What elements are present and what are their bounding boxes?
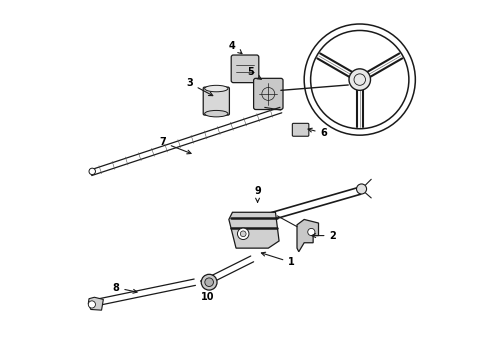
FancyBboxPatch shape [293, 123, 309, 136]
Circle shape [201, 274, 217, 290]
Circle shape [349, 69, 370, 90]
Ellipse shape [205, 111, 228, 117]
Polygon shape [88, 297, 103, 310]
Polygon shape [297, 220, 318, 252]
FancyBboxPatch shape [254, 78, 283, 109]
Text: 6: 6 [308, 128, 327, 138]
Polygon shape [229, 212, 279, 248]
Circle shape [205, 278, 214, 287]
Text: 2: 2 [312, 231, 336, 240]
Text: 3: 3 [186, 78, 213, 96]
Text: 5: 5 [247, 67, 261, 79]
Text: 9: 9 [254, 186, 261, 202]
Circle shape [308, 228, 315, 235]
FancyBboxPatch shape [231, 55, 259, 83]
Ellipse shape [205, 85, 228, 92]
Circle shape [88, 301, 96, 308]
Circle shape [240, 231, 246, 237]
Text: 8: 8 [113, 283, 137, 293]
Circle shape [89, 168, 96, 175]
FancyBboxPatch shape [203, 87, 229, 115]
Circle shape [238, 228, 249, 239]
Text: 7: 7 [159, 138, 191, 154]
Text: 4: 4 [229, 41, 242, 54]
Text: 1: 1 [261, 252, 295, 267]
Text: 10: 10 [200, 285, 214, 302]
Circle shape [357, 184, 367, 194]
